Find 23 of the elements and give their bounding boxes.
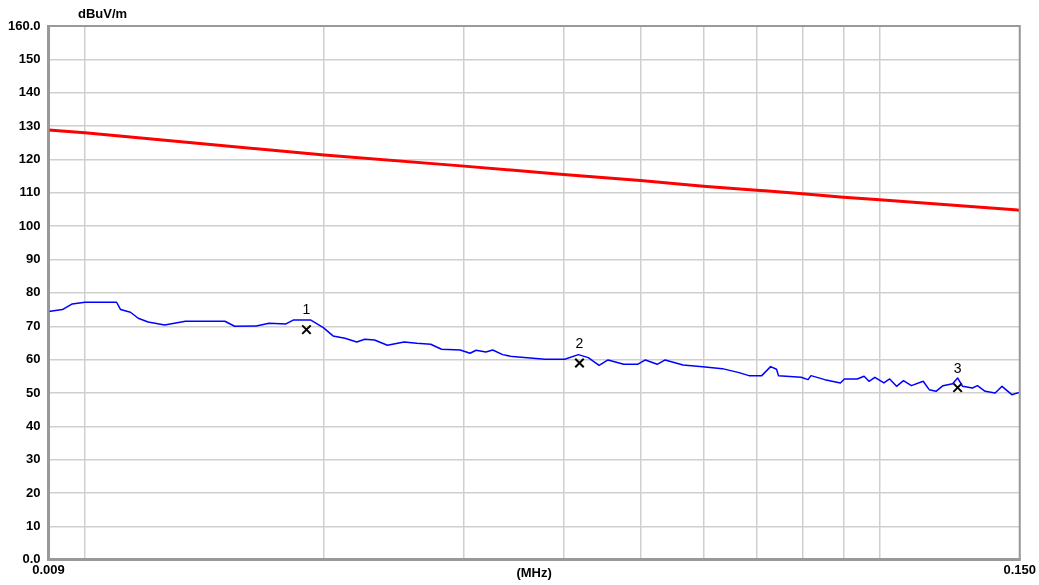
x-tick-label: 0.150: [1003, 562, 1037, 578]
y-tick-label: 20: [26, 484, 41, 500]
annotation: 3: [953, 359, 962, 376]
annotation: 2: [575, 334, 584, 351]
y-tick-label: 40: [26, 417, 41, 433]
y-tick-label: 110: [19, 184, 41, 200]
y-tick-label: 160.0: [7, 17, 41, 33]
y-tick-label: 70: [26, 317, 41, 333]
x-axis-title: (MHz): [516, 564, 552, 580]
x-tick-label: 0.009: [32, 562, 65, 578]
y-tick-label: 150: [18, 50, 41, 66]
y-tick-label: 90: [26, 251, 41, 267]
y-tick-label: 80: [26, 284, 41, 300]
y-tick-label: 120: [18, 151, 41, 167]
annotation: 1: [302, 301, 311, 318]
y-tick-label: 10: [26, 518, 41, 534]
y-axis-title: dBuV/m: [78, 5, 128, 21]
y-tick-label: 130: [18, 117, 41, 133]
y-tick-label: 60: [26, 351, 41, 367]
y-tick-label: 140: [18, 84, 41, 100]
y-tick-label: 50: [26, 384, 41, 400]
y-tick-label: 100: [18, 217, 41, 233]
y-tick-label: 30: [26, 451, 41, 467]
